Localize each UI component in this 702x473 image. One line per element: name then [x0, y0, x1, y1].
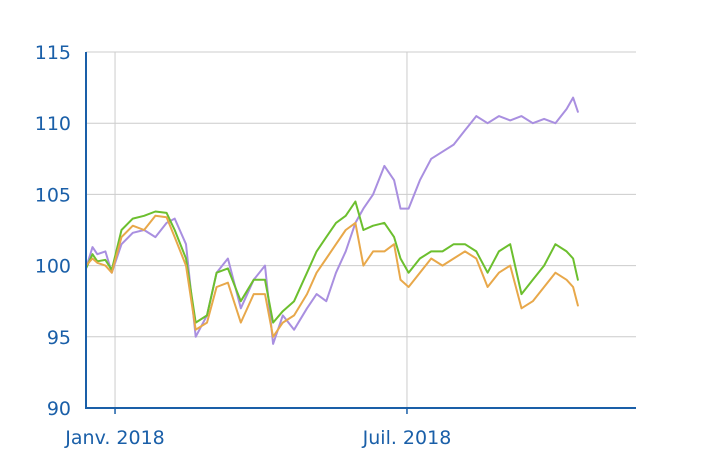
y-tick-label: 115 — [35, 42, 71, 64]
y-tick-label: 110 — [35, 113, 71, 135]
grid-lines — [86, 51, 636, 414]
y-tick-label: 100 — [35, 256, 71, 278]
axes — [85, 52, 636, 409]
tick-labels: 90 95 100 105 110 115 Janv. 2018 Juil. 2018 — [35, 42, 452, 449]
x-tick-label: Janv. 2018 — [64, 427, 165, 449]
y-tick-label: 105 — [35, 184, 71, 206]
y-tick-label: 95 — [47, 327, 71, 349]
y-tick-label: 90 — [47, 398, 71, 420]
series-line-1 — [85, 96, 579, 345]
x-tick-label: Juil. 2018 — [362, 427, 452, 449]
series-group — [85, 96, 579, 345]
series-line-2 — [85, 200, 579, 324]
series-line-3 — [85, 214, 579, 338]
